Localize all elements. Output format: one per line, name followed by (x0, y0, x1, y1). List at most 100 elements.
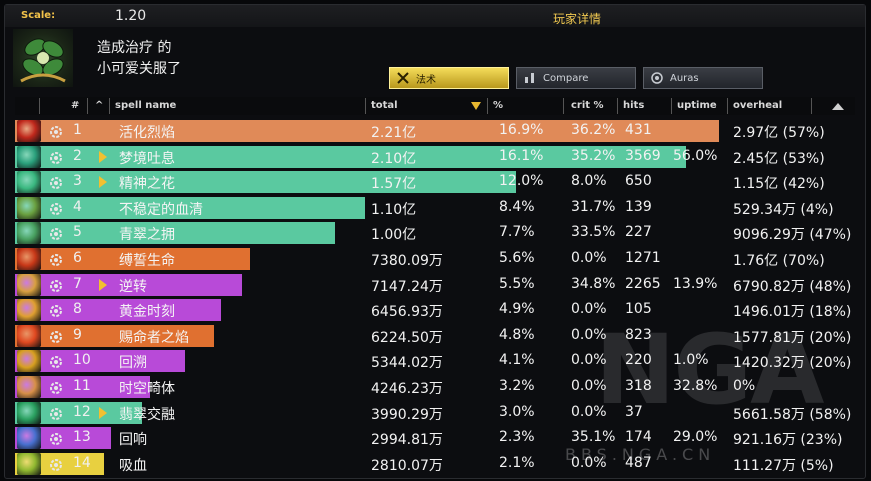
percent-cell: 4.8% (499, 326, 535, 343)
tab-spells[interactable]: 法术 (389, 67, 509, 89)
row-index: 7 (73, 275, 82, 292)
percent-cell: 16.1% (499, 147, 544, 164)
scale-label: Scale: (21, 10, 56, 21)
total-cell: 7380.09万 (371, 253, 443, 269)
details-gear-icon[interactable] (48, 431, 64, 447)
spell-icon (17, 196, 41, 219)
spell-icon (17, 171, 41, 194)
overheal-cell: 921.16万 (23%) (733, 432, 843, 449)
expand-arrow-icon[interactable] (98, 176, 108, 189)
compare-icon (525, 73, 534, 83)
spell-row[interactable]: 14 吸血 2810.07万 2.1% 0.0% 487 111.27万 (5%) (15, 452, 853, 477)
total-bar (15, 273, 242, 296)
scroll-up-icon[interactable] (831, 101, 845, 111)
percent-cell: 2.3% (499, 429, 535, 446)
title-bar[interactable]: Scale: 1.20 玩家详情 (5, 5, 865, 27)
spell-name: 活化烈焰 (119, 125, 175, 141)
details-gear-icon[interactable] (48, 201, 64, 217)
spell-name: 不稳定的血清 (119, 201, 203, 218)
column-total[interactable]: total (371, 100, 398, 111)
spell-row[interactable]: 10 回溯 5344.02万 4.1% 0.0% 220 1.0% 1420.32万 (20%… (15, 349, 853, 374)
spell-name: 赐命者之焰 (119, 329, 189, 346)
details-gear-icon[interactable] (48, 124, 64, 140)
expand-arrow-icon[interactable] (98, 278, 108, 291)
overheal-cell: 9096.29万 (47%) (733, 227, 852, 244)
total-cell: 7147.24万 (371, 278, 443, 295)
spell-row[interactable]: 7 逆转 7147.24万 5.5% 34.8% 2265 13.9% 6790.82万 (4… (15, 273, 853, 298)
spell-row[interactable]: 9 赐命者之焰 6224.50万 4.8% 0.0% 823 1577.81万 (20%) (15, 324, 853, 349)
total-bar (15, 120, 719, 142)
expand-arrow-icon[interactable] (98, 406, 108, 419)
column-percent[interactable]: % (493, 100, 504, 111)
expand-arrow-icon[interactable] (98, 150, 108, 163)
crit-cell: 31.7% (571, 198, 616, 215)
details-gear-icon[interactable] (48, 226, 64, 242)
percent-cell: 5.5% (499, 275, 535, 292)
column-spell-name[interactable]: spell name (115, 100, 177, 111)
overheal-cell: 1577.81万 (20%) (733, 329, 852, 346)
column-index[interactable]: # (71, 100, 80, 111)
spell-name: 青翠之拥 (119, 227, 175, 244)
crit-cell: 34.8% (571, 275, 616, 292)
hits-cell: 487 (625, 454, 652, 471)
details-gear-icon[interactable] (48, 329, 64, 345)
total-bar (15, 196, 365, 219)
spell-icon (17, 145, 41, 168)
spell-row[interactable]: 8 黄金时刻 6456.93万 4.9% 0.0% 105 1496.01万 (18%) (15, 298, 853, 323)
details-gear-icon[interactable] (48, 303, 64, 319)
tab-spells-label: 法术 (416, 74, 436, 86)
scale-value[interactable]: 1.20 (115, 8, 147, 24)
hits-cell: 823 (625, 326, 652, 343)
total-bar (15, 299, 221, 322)
details-gear-icon[interactable] (48, 380, 64, 396)
spell-name: 回溯 (119, 355, 147, 372)
crit-cell: 0.0% (571, 326, 607, 343)
total-cell: 1.00亿 (371, 227, 417, 244)
tab-auras[interactable]: Auras (643, 67, 763, 89)
overheal-cell: 1.15亿 (42%) (733, 176, 825, 193)
spell-row[interactable]: 12 翡翠交融 3990.29万 3.0% 0.0% 37 5661.58万 (58%) (15, 401, 853, 426)
spell-row[interactable]: 2 梦境吐息 2.10亿 16.1% 35.2% 3569 56.0% 2.45亿 (53%) (15, 145, 853, 170)
details-gear-icon[interactable] (48, 278, 64, 294)
total-cell: 1.57亿 (371, 176, 417, 193)
hits-cell: 174 (625, 429, 652, 446)
total-cell: 1.10亿 (371, 201, 417, 218)
overheal-cell: 6790.82万 (48%) (733, 278, 852, 295)
details-gear-icon[interactable] (48, 252, 64, 268)
column-crit[interactable]: crit % (571, 100, 604, 111)
details-gear-icon[interactable] (48, 457, 64, 473)
column-uptime[interactable]: uptime (677, 100, 717, 111)
details-gear-icon[interactable] (48, 175, 64, 191)
percent-cell: 16.9% (499, 122, 544, 138)
spell-row[interactable]: 5 青翠之拥 1.00亿 7.7% 33.5% 227 9096.29万 (47%) (15, 221, 853, 246)
hits-cell: 227 (625, 224, 652, 241)
row-index: 3 (73, 173, 82, 190)
column-overheal[interactable]: overheal (733, 100, 783, 111)
spell-row[interactable]: 6 缚誓生命 7380.09万 5.6% 0.0% 1271 1.76亿 (70%) (15, 247, 853, 272)
breakdown-heading: 造成治疗 的 (97, 40, 172, 56)
crit-cell: 0.0% (571, 454, 607, 471)
watermark-url: BBS.NGA.CN (565, 445, 716, 464)
spell-icon (17, 427, 41, 450)
overheal-cell: 1420.32万 (20%) (733, 355, 852, 372)
crit-cell: 0.0% (571, 403, 607, 420)
overheal-cell: 1496.01万 (18%) (733, 304, 852, 321)
column-sort[interactable]: ^ (95, 100, 104, 111)
spell-row[interactable]: 11 时空畸体 4246.23万 3.2% 0.0% 318 32.8% 0% (15, 375, 853, 400)
spell-row[interactable]: 3 精神之花 1.57亿 12.0% 8.0% 650 1.15亿 (42%) (15, 170, 853, 195)
spell-row[interactable]: 4 不稳定的血清 1.10亿 8.4% 31.7% 139 529.34万 (4%) (15, 196, 853, 221)
tab-compare[interactable]: Compare (516, 67, 636, 89)
details-gear-icon[interactable] (48, 406, 64, 422)
total-cell: 2994.81万 (371, 432, 443, 449)
spell-icon (17, 248, 41, 270)
spell-icon (17, 273, 41, 296)
overheal-cell: 2.45亿 (53%) (733, 150, 825, 167)
spell-row[interactable]: 13 回响 2994.81万 2.3% 35.1% 174 29.0% 921.16万 (23… (15, 426, 853, 451)
column-hits[interactable]: hits (623, 100, 645, 111)
uptime-cell: 32.8% (673, 378, 718, 394)
details-gear-icon[interactable] (48, 150, 64, 166)
total-cell: 3990.29万 (371, 406, 443, 423)
hits-cell: 318 (625, 378, 652, 394)
spell-row[interactable]: 1 活化烈焰 2.21亿 16.9% 36.2% 431 2.97亿 (57%) (15, 119, 853, 144)
details-gear-icon[interactable] (48, 354, 64, 370)
